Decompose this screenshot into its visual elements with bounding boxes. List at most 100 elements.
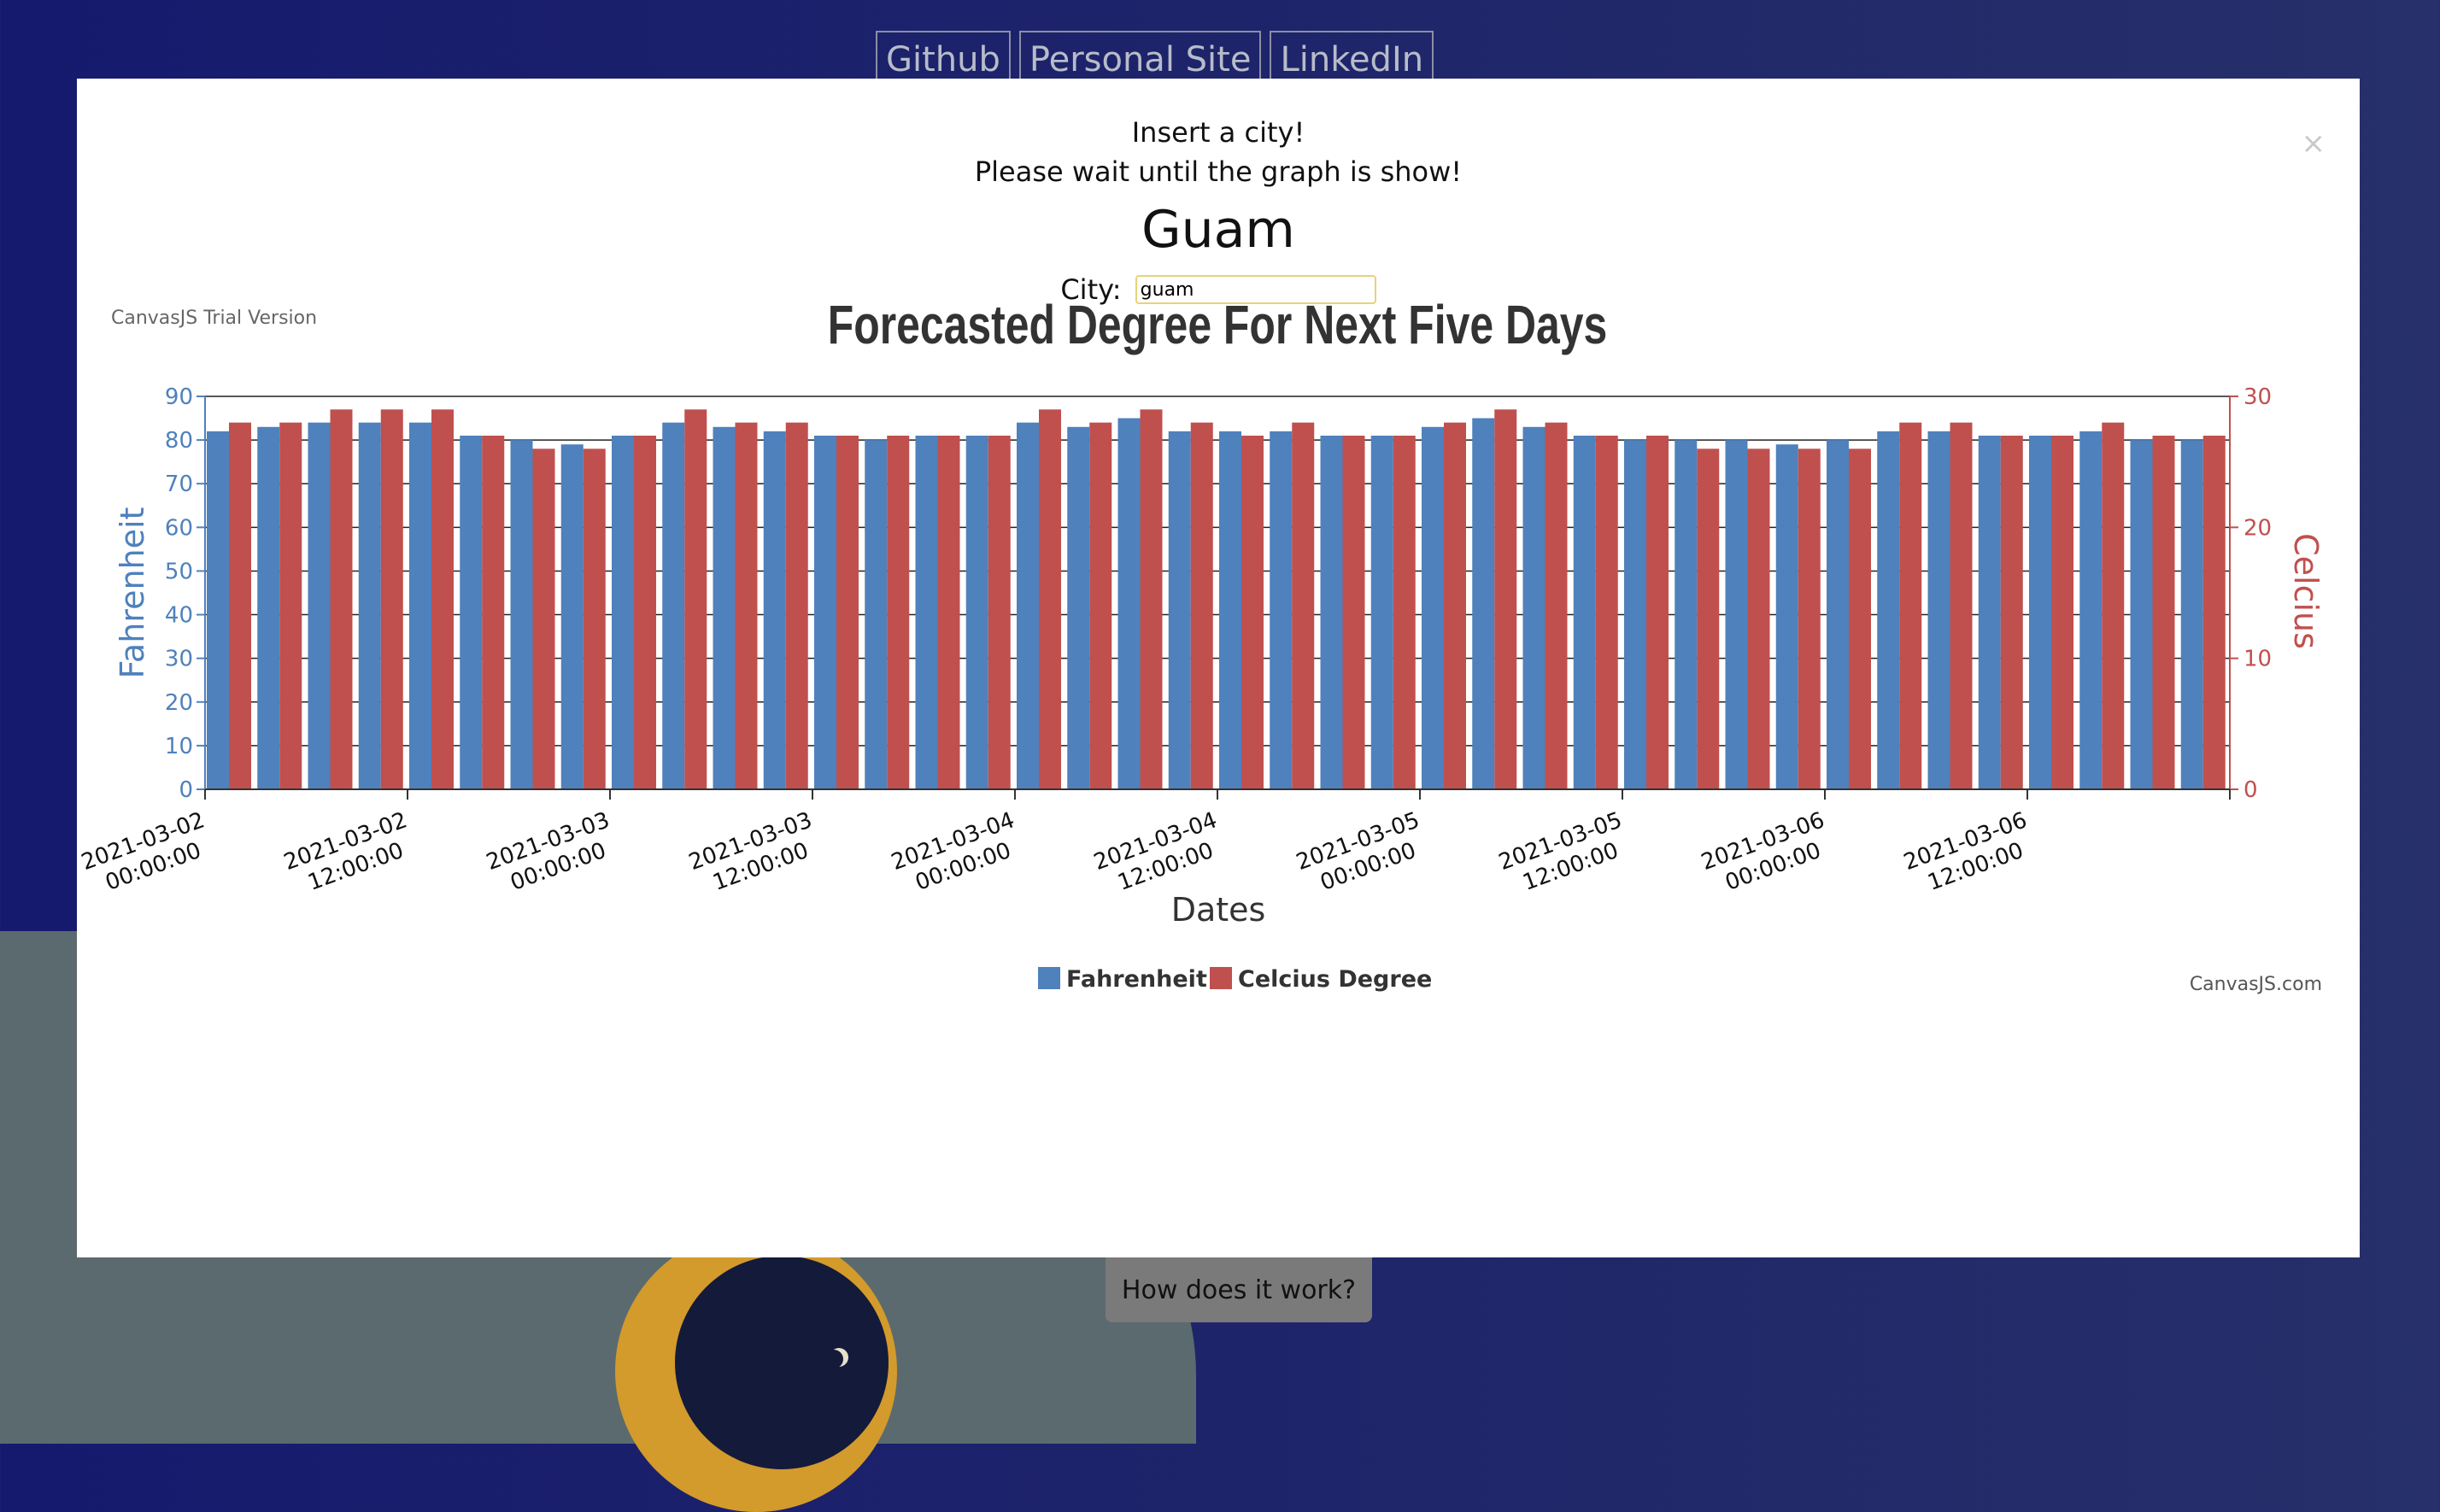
- gridlines: [205, 396, 2230, 747]
- bar-fahrenheit: [1320, 436, 1343, 789]
- bar-fahrenheit: [358, 422, 381, 789]
- bar-celsius: [1697, 448, 1720, 789]
- legend-swatch-fahrenheit: [1038, 967, 1060, 989]
- bar-fahrenheit: [560, 444, 584, 789]
- bar-celsius: [1140, 409, 1163, 789]
- y-tick-label: 60: [165, 515, 193, 541]
- bar-celsius: [1393, 436, 1416, 789]
- bar-celsius: [1849, 448, 1871, 789]
- bar-fahrenheit: [1370, 436, 1393, 789]
- bar-fahrenheit: [763, 431, 786, 789]
- bar-celsius: [1241, 436, 1264, 789]
- y2-tick-label: 30: [2244, 384, 2272, 410]
- bar-celsius: [937, 436, 960, 789]
- bar-celsius: [1342, 436, 1365, 789]
- bar-celsius: [431, 409, 454, 789]
- y2-tick-label: 0: [2244, 777, 2258, 803]
- y-tick-label: 10: [165, 734, 193, 759]
- bar-fahrenheit: [1067, 426, 1090, 789]
- bar-fahrenheit: [612, 436, 634, 789]
- bar-fahrenheit: [2130, 440, 2153, 789]
- bar-fahrenheit: [460, 436, 483, 789]
- legend-label-fahrenheit: Fahrenheit: [1066, 966, 1207, 993]
- bar-fahrenheit: [409, 422, 431, 789]
- bar-fahrenheit: [257, 426, 280, 789]
- how-does-it-work-button[interactable]: How does it work?: [1106, 1257, 1372, 1322]
- legend-swatch-celsius: [1210, 967, 1232, 989]
- bar-fahrenheit: [1927, 431, 1950, 789]
- city-heading: Guam: [1141, 200, 1295, 260]
- bar-fahrenheit: [865, 440, 888, 789]
- x-axis-title: Dates: [1171, 891, 1266, 929]
- bar-fahrenheit: [2029, 436, 2051, 789]
- bar-fahrenheit: [1775, 444, 1798, 789]
- y-tick-label: 20: [165, 690, 193, 716]
- legend-label-celsius: Celcius Degree: [1238, 966, 1432, 993]
- legend: Fahrenheit Celcius Degree: [1038, 966, 1432, 993]
- bar-fahrenheit: [814, 436, 836, 789]
- bar-fahrenheit: [2079, 431, 2103, 789]
- bar-fahrenheit: [2180, 440, 2203, 789]
- bar-celsius: [1292, 422, 1315, 789]
- bar-celsius: [887, 436, 910, 789]
- y-tick-label: 80: [165, 428, 193, 454]
- bar-celsius: [2202, 436, 2226, 789]
- bar-celsius: [785, 422, 808, 789]
- bar-celsius: [988, 436, 1011, 789]
- y2-axis-title: Celcius: [2287, 533, 2325, 649]
- chart-title: Forecasted Degree For Next Five Days: [828, 295, 1608, 355]
- bar-celsius: [634, 436, 656, 789]
- bar-celsius: [2051, 436, 2073, 789]
- bar-celsius: [380, 409, 403, 789]
- bar-celsius: [1089, 422, 1112, 789]
- bar-celsius: [1798, 448, 1821, 789]
- bar-celsius: [2000, 436, 2023, 789]
- bar-fahrenheit: [1624, 440, 1646, 789]
- bar-fahrenheit: [1270, 431, 1293, 789]
- bar-fahrenheit: [1168, 431, 1191, 789]
- bar-celsius: [1190, 422, 1213, 789]
- bar-celsius: [482, 436, 505, 789]
- wait-text: Please wait until the graph is show!: [974, 155, 1463, 188]
- bar-fahrenheit: [1422, 426, 1444, 789]
- bar-celsius: [583, 448, 606, 789]
- bar-fahrenheit: [510, 440, 533, 789]
- forecast-modal: × Insert a city! Please wait until the g…: [77, 79, 2360, 1257]
- bar-fahrenheit: [1117, 418, 1141, 789]
- bar-fahrenheit: [915, 436, 938, 789]
- canvasjs-credit-link[interactable]: CanvasJS.com: [2189, 974, 2322, 995]
- bars-group: [207, 409, 2226, 789]
- close-icon[interactable]: ×: [2301, 126, 2326, 161]
- background-hill-edge: [0, 957, 77, 1059]
- bar-fahrenheit: [713, 426, 736, 789]
- bar-fahrenheit: [308, 422, 331, 789]
- bar-fahrenheit: [1827, 440, 1849, 789]
- bar-celsius: [1646, 436, 1669, 789]
- bar-fahrenheit: [1877, 431, 1900, 789]
- bar-celsius: [1747, 448, 1770, 789]
- bar-fahrenheit: [1675, 440, 1698, 789]
- y-tick-label: 30: [165, 647, 193, 672]
- bar-fahrenheit: [1573, 436, 1596, 789]
- y-tick-label: 50: [165, 559, 193, 584]
- city-input[interactable]: [1135, 275, 1376, 304]
- bar-celsius: [1595, 436, 1618, 789]
- bar-fahrenheit: [1725, 440, 1748, 789]
- bar-celsius: [1899, 422, 1922, 789]
- bar-fahrenheit: [1017, 422, 1039, 789]
- bar-celsius: [1444, 422, 1466, 789]
- bar-fahrenheit: [1522, 426, 1546, 789]
- city-label: City:: [1060, 273, 1122, 306]
- right-axis-ticks: 0 10 20 30: [2230, 384, 2272, 803]
- y-tick-label: 90: [165, 384, 193, 410]
- background-illustration-night: [675, 1256, 889, 1469]
- y-tick-label: 40: [165, 603, 193, 629]
- y2-tick-label: 10: [2244, 647, 2272, 672]
- axes-group: [204, 396, 2231, 790]
- bar-fahrenheit: [965, 436, 988, 789]
- github-link[interactable]: Github: [876, 31, 1011, 89]
